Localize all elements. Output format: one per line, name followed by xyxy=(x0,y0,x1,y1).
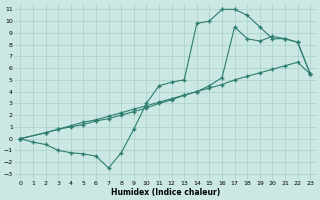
X-axis label: Humidex (Indice chaleur): Humidex (Indice chaleur) xyxy=(111,188,220,197)
